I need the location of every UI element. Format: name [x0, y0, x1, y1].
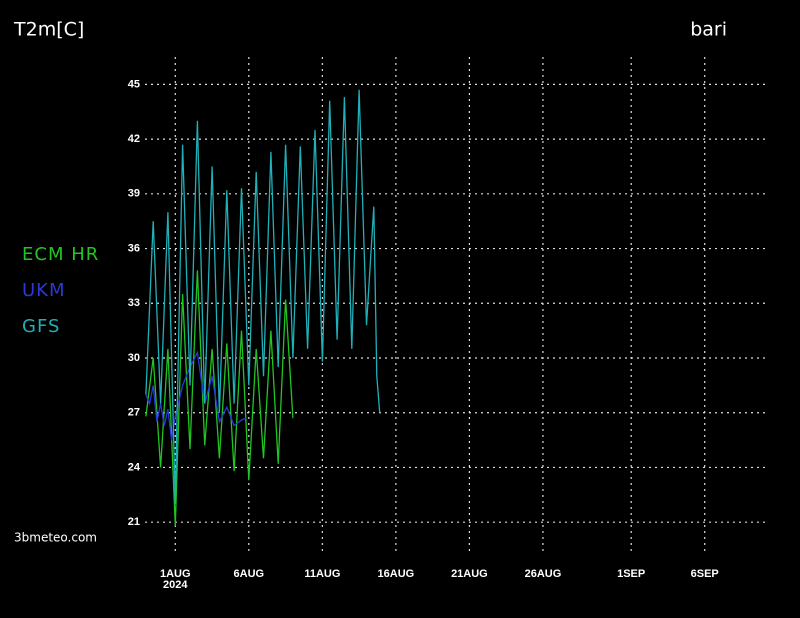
x-tick-label: 1AUG — [160, 568, 191, 580]
location: bari — [690, 19, 727, 41]
y-tick-label: 42 — [128, 133, 140, 145]
y-tick-label: 39 — [128, 188, 140, 200]
x-tick-label: 6AUG — [234, 568, 265, 580]
chart-title: T2m[C] — [13, 19, 84, 41]
y-tick-label: 24 — [128, 461, 141, 473]
x-tick-label: 6SEP — [691, 568, 719, 580]
y-tick-label: 45 — [128, 78, 140, 90]
x-tick-label: 11AUG — [304, 568, 340, 580]
y-tick-label: 27 — [128, 407, 140, 419]
y-tick-label: 30 — [128, 352, 140, 364]
y-tick-label: 36 — [128, 242, 140, 254]
x-tick-label: 21AUG — [451, 568, 488, 580]
y-tick-label: 33 — [128, 297, 140, 309]
x-tick-label: 26AUG — [525, 568, 562, 580]
series-line — [145, 350, 247, 441]
legend-entry: GFS — [22, 316, 60, 337]
series-line — [145, 270, 294, 526]
y-tick-label: 21 — [128, 516, 140, 528]
legend-entry: ECM HR — [22, 244, 99, 265]
series-line — [145, 89, 381, 504]
x-tick-year: 2024 — [163, 579, 188, 591]
legend-entry: UKM — [22, 280, 66, 301]
x-tick-label: 1SEP — [617, 568, 645, 580]
x-tick-label: 16AUG — [378, 568, 415, 580]
source: 3bmeteo.com — [14, 531, 97, 545]
